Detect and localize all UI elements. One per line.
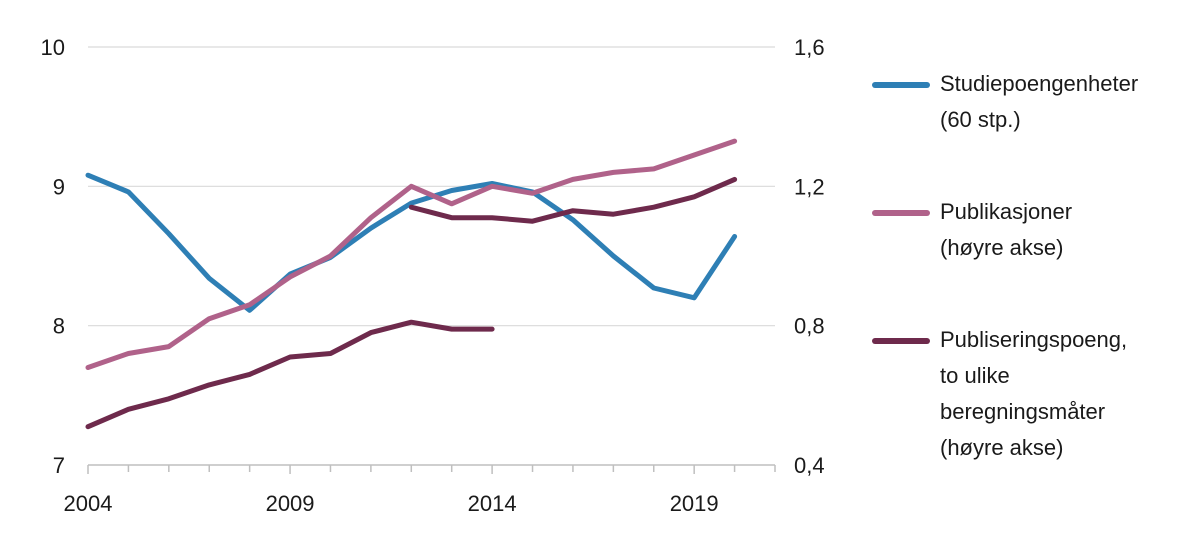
y-right-tick-label: 1,6 <box>794 35 825 60</box>
legend-label-studiepoengenheter-line2: (60 stp.) <box>940 107 1021 132</box>
x-tick-label: 2009 <box>266 491 315 516</box>
y-right-tick-label: 1,2 <box>794 174 825 199</box>
y-left-tick-label: 10 <box>41 35 65 60</box>
series-line-3 <box>408 176 738 224</box>
legend-swatch-studiepoengenheter <box>872 82 930 88</box>
series-line-2 <box>85 319 495 430</box>
x-tick-label: 2014 <box>468 491 517 516</box>
series-lines <box>85 138 738 430</box>
legend-swatch-publiseringspoeng <box>872 338 930 344</box>
legend-label-publiseringspoeng-line1: Publiseringspoeng, <box>940 327 1128 352</box>
x-tick-label: 2004 <box>64 491 113 516</box>
tick-labels: 7 8 9 10 0,4 0,8 1,2 1,6 2004 2009 2014 2019 <box>41 35 825 516</box>
series-line-0 <box>85 172 738 313</box>
legend-label-publikasjoner-line1: Publikasjoner <box>940 199 1073 224</box>
y-left-tick-label: 8 <box>53 314 65 339</box>
legend-label-publiseringspoeng-line2: to ulike <box>940 363 1010 388</box>
legend-swatch-publikasjoner <box>872 210 930 216</box>
x-tick-label: 2019 <box>670 491 719 516</box>
legend-label-publikasjoner-line2: (høyre akse) <box>940 235 1064 260</box>
y-left-tick-label: 9 <box>53 174 65 199</box>
legend-label-publiseringspoeng-line3: beregningsmåter <box>940 399 1106 424</box>
gridlines <box>88 46 775 327</box>
series-line-1 <box>85 138 738 370</box>
legend-label-publiseringspoeng-line4: (høyre akse) <box>940 435 1064 460</box>
y-right-tick-label: 0,4 <box>794 453 825 478</box>
y-left-tick-label: 7 <box>53 453 65 478</box>
legend-label-studiepoengenheter-line1: Studiepoengenheter <box>940 71 1139 96</box>
x-axis <box>87 464 776 474</box>
y-right-tick-label: 0,8 <box>794 314 825 339</box>
